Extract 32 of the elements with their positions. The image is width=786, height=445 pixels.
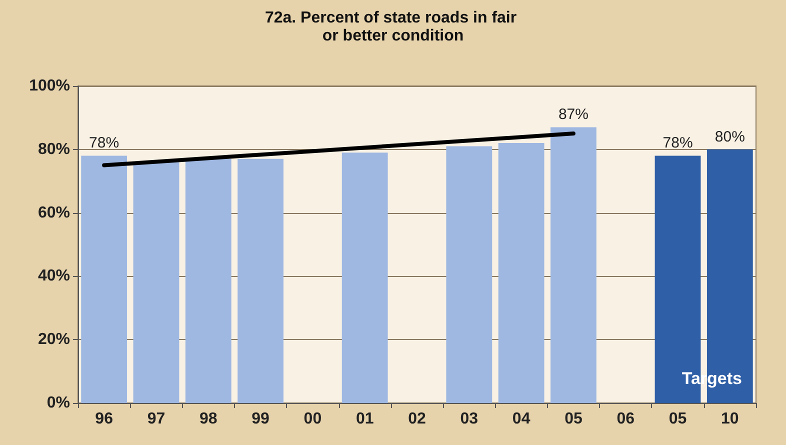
y-tick-label: 100%: [29, 78, 70, 94]
x-tick-label: 04: [512, 410, 530, 428]
bar: [550, 127, 596, 403]
x-tick-label: 05: [564, 410, 582, 428]
x-tick-label: 03: [460, 410, 478, 428]
data-label: 87%: [558, 106, 588, 124]
x-tick-label: 99: [252, 410, 270, 428]
y-tick-label: 60%: [38, 204, 70, 222]
x-tick-label: 06: [616, 410, 635, 428]
x-tick-label: 01: [356, 410, 374, 428]
y-tick-label: 80%: [38, 140, 70, 158]
bar: [81, 156, 128, 403]
x-tick-label: 98: [199, 410, 218, 428]
data-label: 80%: [714, 128, 745, 146]
x-tick-label: 10: [721, 410, 739, 428]
bar: [342, 152, 388, 403]
bar: [185, 158, 232, 403]
chart-title: 72a. Percent of state roads in fair or better condition: [264, 10, 522, 44]
x-tick-label: 00: [304, 410, 322, 428]
data-label: 78%: [662, 134, 693, 152]
bar: [238, 158, 284, 403]
bar: [446, 146, 492, 403]
bar: [498, 143, 544, 403]
y-tick-label: 0%: [46, 394, 70, 412]
x-tick-label: 02: [408, 410, 426, 428]
y-tick-label: 20%: [38, 331, 70, 348]
data-label: 78%: [89, 134, 120, 152]
x-tick-label: 05: [668, 410, 687, 428]
x-tick-label: 96: [95, 410, 114, 428]
y-tick-label: 40%: [38, 268, 70, 285]
x-tick-label: 97: [147, 410, 166, 428]
bar: [133, 162, 180, 403]
